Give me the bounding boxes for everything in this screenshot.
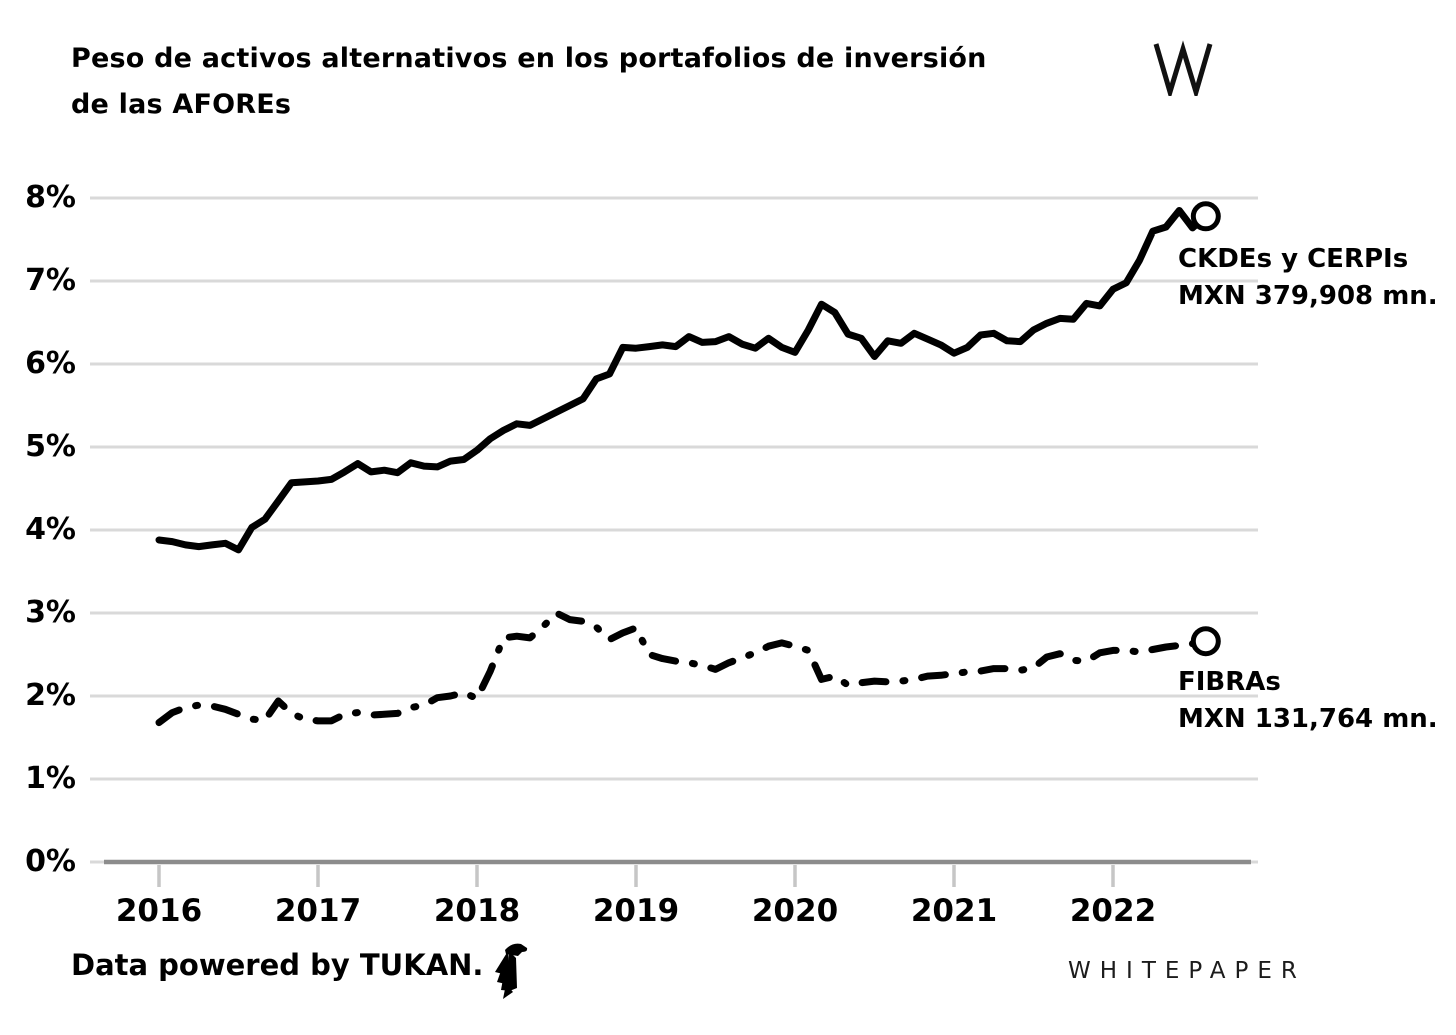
toucan-icon-shape (495, 943, 528, 999)
x-axis-label: 2022 (1069, 893, 1157, 929)
y-axis-label: 7% (25, 263, 76, 298)
series-annotation-ckdes-value: MXN 379,908 mn. (1178, 281, 1438, 311)
y-axis-label: 8% (25, 180, 76, 215)
chart-title-line2: de las AFOREs (71, 89, 292, 120)
chart-title-line1: Peso de activos alternativos en los port… (71, 43, 987, 74)
y-axis-label: 3% (25, 595, 76, 630)
y-axis-label: 6% (25, 346, 76, 381)
data-credit: Data powered by TUKAN. (71, 948, 484, 982)
series-line-ckdes (155, 207, 1210, 554)
y-axis-label: 5% (25, 429, 76, 464)
x-axis-label: 2019 (592, 893, 680, 929)
toucan-icon (492, 940, 530, 1006)
x-axis-label: 2020 (751, 893, 839, 929)
x-axis-label: 2021 (910, 893, 998, 929)
series-annotation-fibras-value: MXN 131,764 mn. (1178, 704, 1438, 734)
y-axis-label: 1% (25, 761, 76, 796)
y-axis-label: 4% (25, 512, 76, 547)
y-axis-label: 0% (25, 844, 76, 879)
end-marker-fibras (1190, 626, 1221, 657)
series-annotation-ckdes: CKDEs y CERPIs MXN 379,908 mn. (1178, 241, 1438, 315)
whitepaper-w-logo (1152, 40, 1216, 101)
x-axis-label: 2016 (115, 893, 203, 929)
chart-title: Peso de activos alternativos en los port… (71, 36, 987, 128)
whitepaper-wordmark: WHITEPAPER (1068, 958, 1306, 984)
series-annotation-fibras: FIBRAs MXN 131,764 mn. (1178, 664, 1438, 738)
w-logo-icon (1153, 40, 1213, 101)
series-annotation-fibras-name: FIBRAs (1178, 667, 1281, 697)
end-marker-ckdes (1190, 201, 1221, 232)
series-annotation-ckdes-name: CKDEs y CERPIs (1178, 244, 1409, 274)
x-axis-label: 2018 (433, 893, 521, 929)
series-line-fibras (155, 609, 1210, 727)
x-axis-label: 2017 (274, 893, 362, 929)
y-axis-label: 2% (25, 678, 76, 713)
